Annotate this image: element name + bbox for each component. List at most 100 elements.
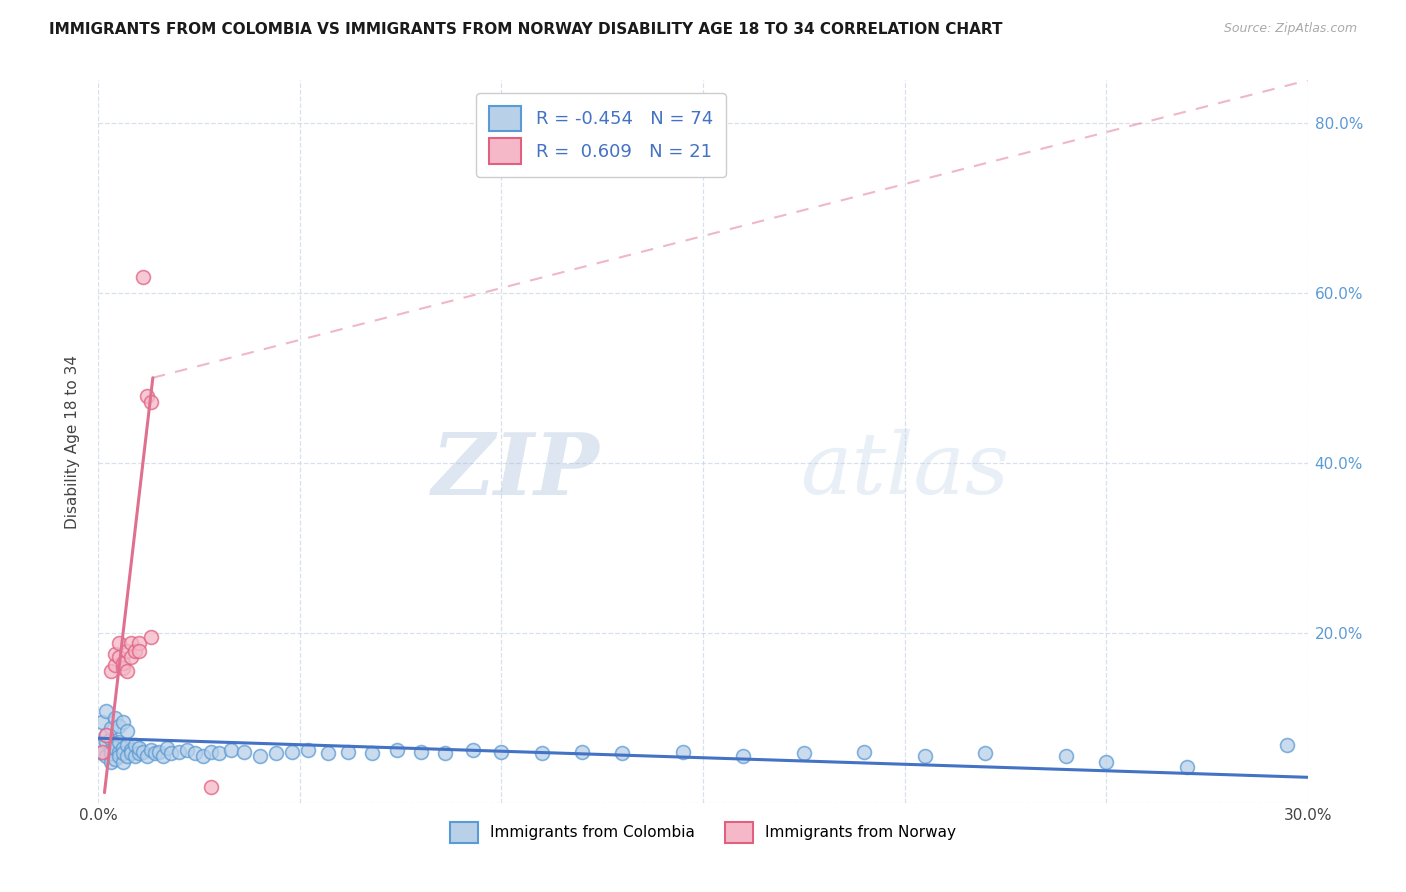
Point	[385, 743, 408, 757]
Point	[107, 745, 129, 759]
Point	[115, 723, 138, 738]
Point	[143, 747, 166, 761]
Point	[139, 743, 162, 757]
Point	[100, 732, 122, 747]
Point	[434, 747, 457, 761]
Point	[111, 714, 134, 729]
Point	[120, 649, 142, 664]
Point	[148, 745, 170, 759]
Point	[793, 747, 815, 761]
Point	[120, 743, 142, 757]
Point	[115, 664, 138, 678]
Point	[1277, 738, 1299, 752]
Point	[200, 745, 222, 759]
Point	[91, 714, 114, 729]
Point	[853, 745, 876, 759]
Point	[111, 755, 134, 769]
Point	[111, 656, 134, 670]
Point	[249, 749, 271, 764]
Point	[409, 745, 432, 759]
Point	[115, 644, 138, 658]
Point	[733, 749, 755, 764]
Point	[124, 749, 146, 764]
Point	[124, 738, 146, 752]
Point	[135, 389, 157, 403]
Point	[96, 704, 118, 718]
Point	[132, 270, 155, 285]
Point	[160, 747, 183, 761]
Point	[107, 649, 129, 664]
Point	[103, 740, 125, 755]
Point	[176, 743, 198, 757]
Text: IMMIGRANTS FROM COLOMBIA VS IMMIGRANTS FROM NORWAY DISABILITY AGE 18 TO 34 CORRE: IMMIGRANTS FROM COLOMBIA VS IMMIGRANTS F…	[49, 22, 1002, 37]
Point	[139, 394, 162, 409]
Point	[152, 749, 174, 764]
Text: atlas: atlas	[800, 429, 1010, 512]
Point	[232, 745, 254, 759]
Point	[96, 728, 118, 742]
Point	[463, 743, 485, 757]
Point	[103, 658, 125, 673]
Point	[96, 749, 118, 764]
Point	[200, 780, 222, 795]
Point	[612, 747, 634, 761]
Point	[124, 644, 146, 658]
Point	[91, 745, 114, 759]
Point	[193, 749, 215, 764]
Point	[361, 747, 384, 761]
Point	[100, 755, 122, 769]
Text: ZIP: ZIP	[433, 429, 600, 512]
Point	[337, 745, 360, 759]
Text: Source: ZipAtlas.com: Source: ZipAtlas.com	[1223, 22, 1357, 36]
Point	[107, 734, 129, 748]
Point	[103, 647, 125, 661]
Point	[139, 630, 162, 644]
Point	[115, 749, 138, 764]
Point	[103, 751, 125, 765]
Point	[1095, 755, 1118, 769]
Point	[100, 664, 122, 678]
Point	[120, 636, 142, 650]
Point	[167, 745, 190, 759]
Point	[107, 719, 129, 733]
Point	[1175, 760, 1198, 774]
Point	[100, 721, 122, 735]
Point	[107, 636, 129, 650]
Point	[974, 747, 997, 761]
Point	[571, 745, 593, 759]
Point	[297, 743, 319, 757]
Point	[128, 644, 150, 658]
Legend: Immigrants from Colombia, Immigrants from Norway: Immigrants from Colombia, Immigrants fro…	[444, 815, 962, 849]
Point	[132, 745, 155, 759]
Point	[103, 711, 125, 725]
Point	[115, 738, 138, 752]
Point	[264, 747, 287, 761]
Point	[672, 745, 695, 759]
Y-axis label: Disability Age 18 to 34: Disability Age 18 to 34	[65, 354, 80, 529]
Point	[281, 745, 304, 759]
Point	[914, 749, 936, 764]
Point	[111, 747, 134, 761]
Point	[128, 747, 150, 761]
Point	[128, 636, 150, 650]
Point	[111, 661, 134, 675]
Point	[96, 734, 118, 748]
Point	[184, 747, 207, 761]
Point	[135, 749, 157, 764]
Point	[91, 747, 114, 761]
Point	[96, 728, 118, 742]
Point	[111, 740, 134, 755]
Point	[530, 747, 553, 761]
Point	[208, 747, 231, 761]
Point	[1054, 749, 1077, 764]
Point	[156, 740, 179, 755]
Point	[221, 743, 243, 757]
Point	[491, 745, 513, 759]
Point	[103, 736, 125, 750]
Point	[100, 743, 122, 757]
Point	[316, 747, 339, 761]
Point	[100, 747, 122, 761]
Point	[91, 738, 114, 752]
Point	[128, 740, 150, 755]
Point	[120, 747, 142, 761]
